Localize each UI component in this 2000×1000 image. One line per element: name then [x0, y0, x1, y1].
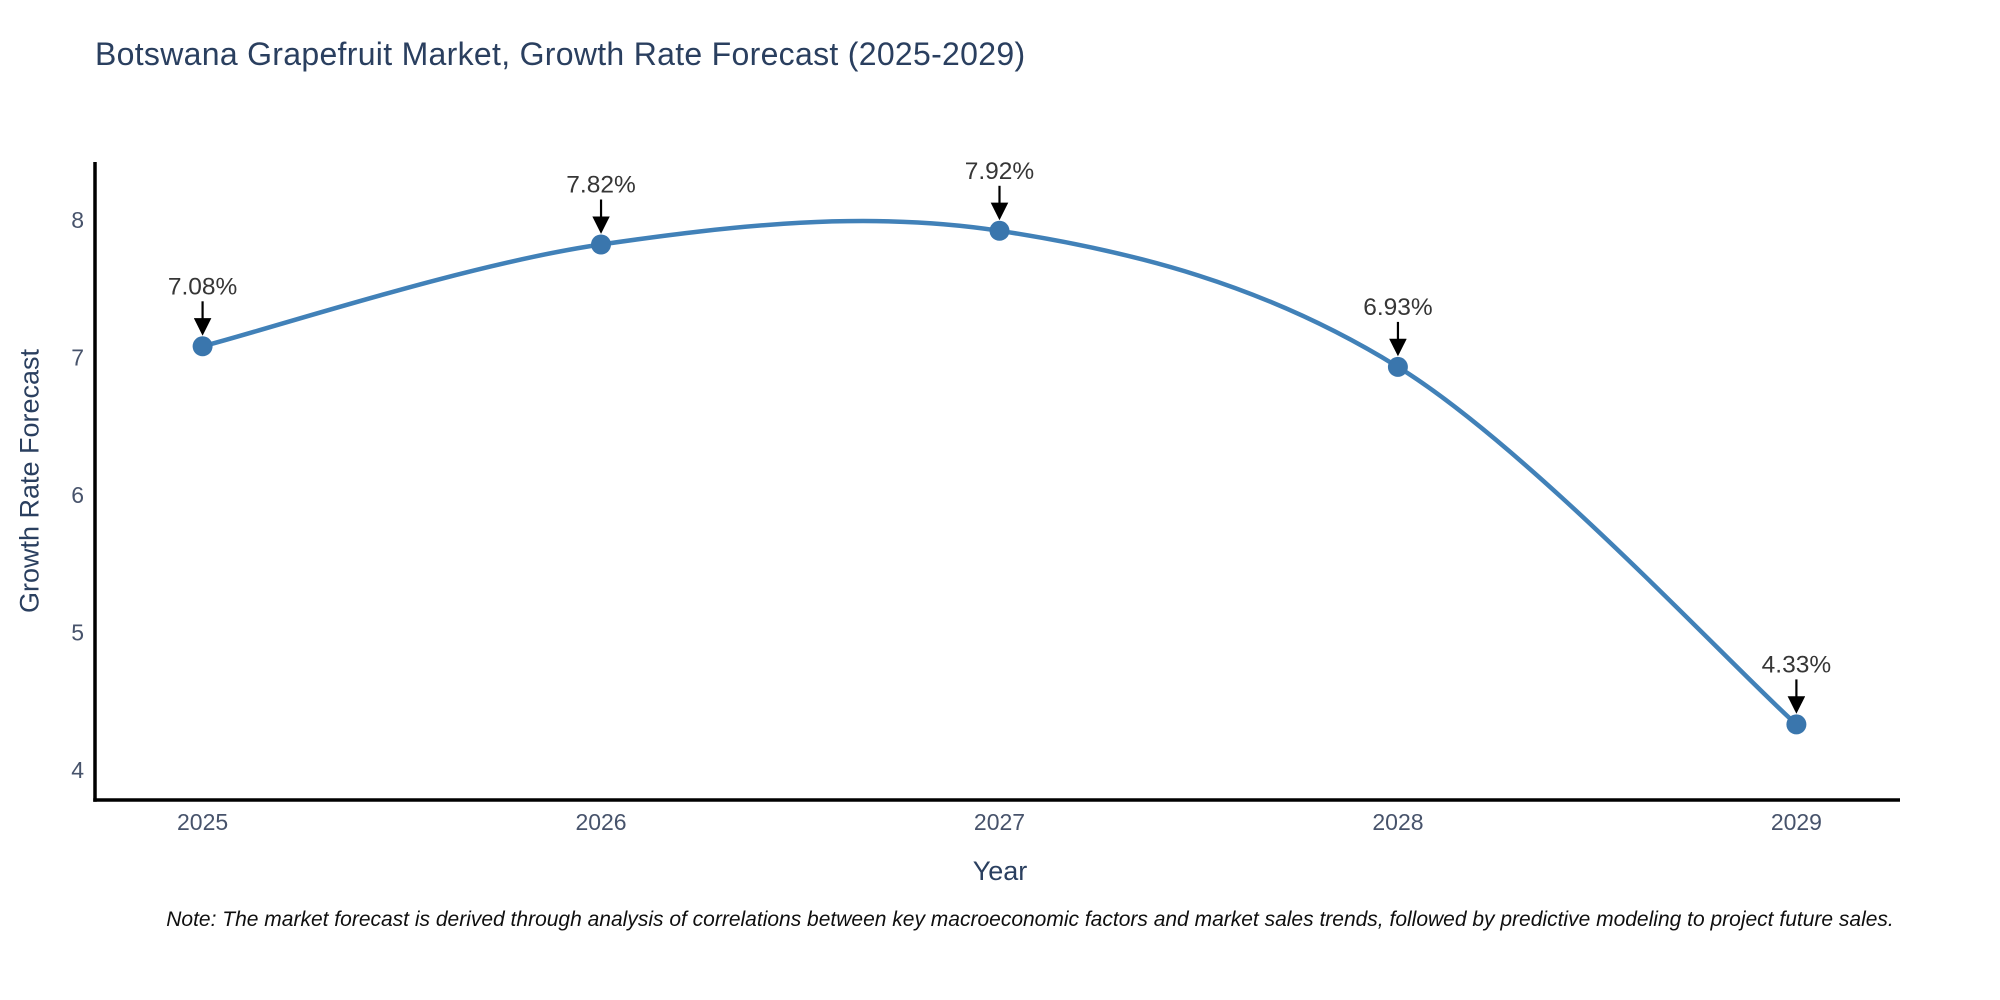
data-point-marker	[1786, 714, 1807, 735]
data-point-label: 7.92%	[965, 158, 1034, 185]
data-point-marker	[192, 336, 213, 357]
y-tick-label: 8	[71, 207, 84, 233]
data-point-label: 6.93%	[1363, 294, 1432, 321]
data-point-label: 7.08%	[168, 273, 237, 300]
data-point-marker	[989, 220, 1010, 241]
x-tick-label: 2026	[575, 809, 626, 835]
y-tick-label: 4	[71, 757, 84, 783]
data-point-marker	[1387, 356, 1408, 377]
x-tick-label: 2028	[1372, 809, 1423, 835]
x-axis-title: Year	[972, 856, 1028, 886]
x-tick-label: 2029	[1771, 809, 1822, 835]
trend-line	[200, 218, 1799, 727]
footnote: Note: The market forecast is derived thr…	[166, 908, 1894, 931]
data-point-label: 7.82%	[566, 172, 635, 199]
x-tick-label: 2027	[974, 809, 1025, 835]
y-tick-label: 6	[71, 482, 84, 508]
y-tick-label: 7	[71, 344, 84, 370]
data-point-marker	[591, 234, 611, 255]
y-tick-label: 5	[71, 619, 84, 645]
chart-title: Botswana Grapefruit Market, Growth Rate …	[95, 36, 1026, 72]
x-tick-label: 2025	[177, 809, 228, 835]
data-point-label: 4.33%	[1762, 651, 1831, 678]
